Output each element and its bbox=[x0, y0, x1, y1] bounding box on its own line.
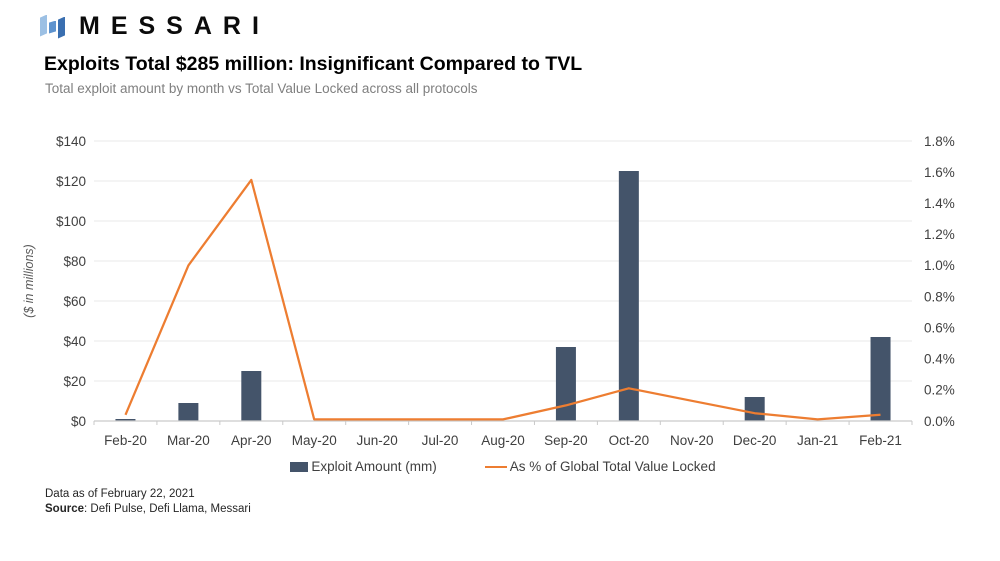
chart-subtitle: Total exploit amount by month vs Total V… bbox=[45, 81, 478, 96]
source-label: Source bbox=[45, 503, 84, 516]
logo-bar-right bbox=[58, 16, 65, 39]
x-axis-label-Oct-20: Oct-20 bbox=[609, 433, 650, 448]
footer: Data as of February 22, 2021 Source: Def… bbox=[45, 487, 251, 517]
left-axis-title: ($ in millions) bbox=[22, 244, 36, 318]
messari-logo: MESSARI bbox=[40, 12, 270, 41]
legend-label-exploit-amount: Exploit Amount (mm) bbox=[311, 459, 437, 474]
bar-Dec-20 bbox=[744, 397, 765, 421]
bar-Apr-20 bbox=[241, 371, 262, 421]
legend-item-exploit-amount: Exploit Amount (mm) bbox=[290, 459, 437, 474]
right-axis-tick-label: 1.8% bbox=[924, 134, 955, 149]
left-axis-tick-label: $100 bbox=[56, 214, 86, 229]
source-note: Source: Defi Pulse, Defi Llama, Messari bbox=[45, 502, 251, 517]
right-axis-tick-label: 0.6% bbox=[924, 320, 955, 335]
messari-wordmark: MESSARI bbox=[79, 12, 270, 40]
left-axis-tick-label: $0 bbox=[71, 414, 86, 429]
x-axis-label-Jan-21: Jan-21 bbox=[797, 433, 838, 448]
chart-legend: Exploit Amount (mm) As % of Global Total… bbox=[94, 459, 912, 474]
right-axis-tick-label: 0.8% bbox=[924, 289, 955, 304]
x-axis-label-Feb-21: Feb-21 bbox=[859, 433, 902, 448]
bar-Feb-20 bbox=[115, 419, 136, 421]
x-axis-label-Jul-20: Jul-20 bbox=[422, 433, 459, 448]
right-axis-tick-label: 0.2% bbox=[924, 383, 955, 398]
x-axis-label-Dec-20: Dec-20 bbox=[733, 433, 777, 448]
x-axis-label-Feb-20: Feb-20 bbox=[104, 433, 147, 448]
line-swatch-icon bbox=[484, 465, 507, 468]
source-text: : Defi Pulse, Defi Llama, Messari bbox=[84, 503, 251, 516]
x-axis-label-Mar-20: Mar-20 bbox=[167, 433, 210, 448]
tvl-percent-line bbox=[124, 178, 881, 421]
left-axis-tick-label: $40 bbox=[63, 334, 86, 349]
right-axis-tick-label: 1.2% bbox=[924, 227, 955, 242]
bar-Oct-20 bbox=[618, 171, 639, 421]
x-axis-label-Apr-20: Apr-20 bbox=[231, 433, 272, 448]
right-axis-tick-label: 0.4% bbox=[924, 352, 955, 367]
logo-bar-left bbox=[40, 14, 47, 37]
x-axis-label-Nov-20: Nov-20 bbox=[670, 433, 714, 448]
bar-swatch-icon bbox=[290, 461, 309, 472]
bar-Feb-21 bbox=[870, 337, 891, 421]
left-axis-tick-label: $60 bbox=[63, 294, 86, 309]
right-axis-tick-label: 1.6% bbox=[924, 165, 955, 180]
chart-title: Exploits Total $285 million: Insignifica… bbox=[44, 53, 583, 75]
x-axis-label-Jun-20: Jun-20 bbox=[357, 433, 398, 448]
left-axis-tick-label: $140 bbox=[56, 134, 86, 149]
bar-Sep-20 bbox=[555, 347, 576, 421]
left-axis-tick-label: $80 bbox=[63, 254, 86, 269]
x-axis-label-May-20: May-20 bbox=[292, 433, 337, 448]
messari-logo-icon bbox=[40, 14, 67, 40]
bar-Mar-20 bbox=[178, 403, 199, 421]
data-as-of-note: Data as of February 22, 2021 bbox=[45, 488, 195, 500]
legend-item-tvl-percent: As % of Global Total Value Locked bbox=[484, 459, 716, 474]
left-axis-tick-label: $20 bbox=[63, 374, 86, 389]
right-axis-tick-label: 1.4% bbox=[924, 196, 955, 211]
right-axis-tick-label: 1.0% bbox=[924, 258, 955, 273]
logo-bar-middle bbox=[49, 20, 56, 34]
x-axis-label-Aug-20: Aug-20 bbox=[481, 433, 525, 448]
right-axis-tick-label: 0.0% bbox=[924, 414, 955, 429]
left-axis-tick-label: $120 bbox=[56, 174, 86, 189]
legend-label-tvl-percent: As % of Global Total Value Locked bbox=[509, 459, 716, 474]
x-axis-label-Sep-20: Sep-20 bbox=[544, 433, 588, 448]
